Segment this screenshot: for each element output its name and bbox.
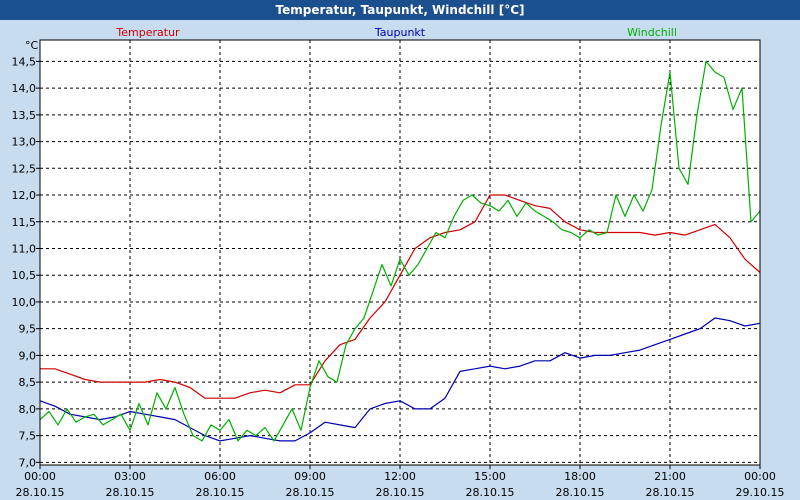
x-tick-date-label: 28.10.15 bbox=[106, 486, 155, 499]
x-tick-date-label: 28.10.15 bbox=[16, 486, 65, 499]
y-tick-label: 13,0 bbox=[12, 136, 37, 149]
x-tick-time-label: 12:00 bbox=[384, 470, 416, 483]
series-line-windchill bbox=[39, 60, 761, 442]
y-tick-label: 10,0 bbox=[12, 296, 37, 309]
y-tick-label: 7,0 bbox=[19, 456, 37, 469]
x-tick-time-label: 18:00 bbox=[564, 470, 596, 483]
y-tick-label: 12,5 bbox=[12, 162, 37, 175]
x-tick-time-label: 00:00 bbox=[744, 470, 776, 483]
y-tick-label: 7,5 bbox=[19, 430, 37, 443]
y-tick-label: 13,5 bbox=[12, 109, 37, 122]
legend-windchill: Windchill bbox=[627, 26, 677, 39]
legend-taupunkt: Taupunkt bbox=[374, 26, 426, 39]
y-tick-label: 14,0 bbox=[12, 82, 37, 95]
x-tick-date-label: 28.10.15 bbox=[196, 486, 245, 499]
x-tick-date-label: 28.10.15 bbox=[466, 486, 515, 499]
x-tick-date-label: 29.10.15 bbox=[736, 486, 785, 499]
x-tick-date-label: 28.10.15 bbox=[286, 486, 335, 499]
x-tick-time-label: 21:00 bbox=[654, 470, 686, 483]
y-tick-label: 9,0 bbox=[19, 349, 37, 362]
line-chart: 7,0 7,5 8,0 8,5 9,0 9,5 10,0 10,5 11,0 11,5 12,0 12… bbox=[12, 26, 785, 499]
y-tick-label: 8,5 bbox=[19, 376, 37, 389]
plot-border bbox=[39, 39, 761, 466]
y-tick-label: 11,0 bbox=[12, 242, 37, 255]
y-tick-label: 8,0 bbox=[19, 403, 37, 416]
y-unit-label: °C bbox=[25, 39, 39, 52]
chart-title: Temperatur, Taupunkt, Windchill [°C] bbox=[0, 0, 800, 20]
y-tick-label: 14,5 bbox=[12, 55, 37, 68]
y-tick-label: 11,5 bbox=[12, 216, 37, 229]
series-line-temperatur bbox=[40, 194, 761, 399]
x-tick-date-label: 28.10.15 bbox=[376, 486, 425, 499]
x-tick-date-label: 28.10.15 bbox=[646, 486, 695, 499]
y-tick-label: 9,5 bbox=[19, 323, 37, 336]
x-tick-time-label: 15:00 bbox=[474, 470, 506, 483]
series-line-taupunkt bbox=[39, 317, 761, 442]
x-tick-time-label: 06:00 bbox=[204, 470, 236, 483]
y-tick-label: 10,5 bbox=[12, 269, 37, 282]
x-tick-time-label: 00:00 bbox=[24, 470, 56, 483]
y-tick-label: 12,0 bbox=[12, 189, 37, 202]
x-tick-time-label: 03:00 bbox=[114, 470, 146, 483]
x-tick-time-label: 09:00 bbox=[294, 470, 326, 483]
legend-temperatur: Temperatur bbox=[115, 26, 180, 39]
x-tick-date-label: 28.10.15 bbox=[556, 486, 605, 499]
